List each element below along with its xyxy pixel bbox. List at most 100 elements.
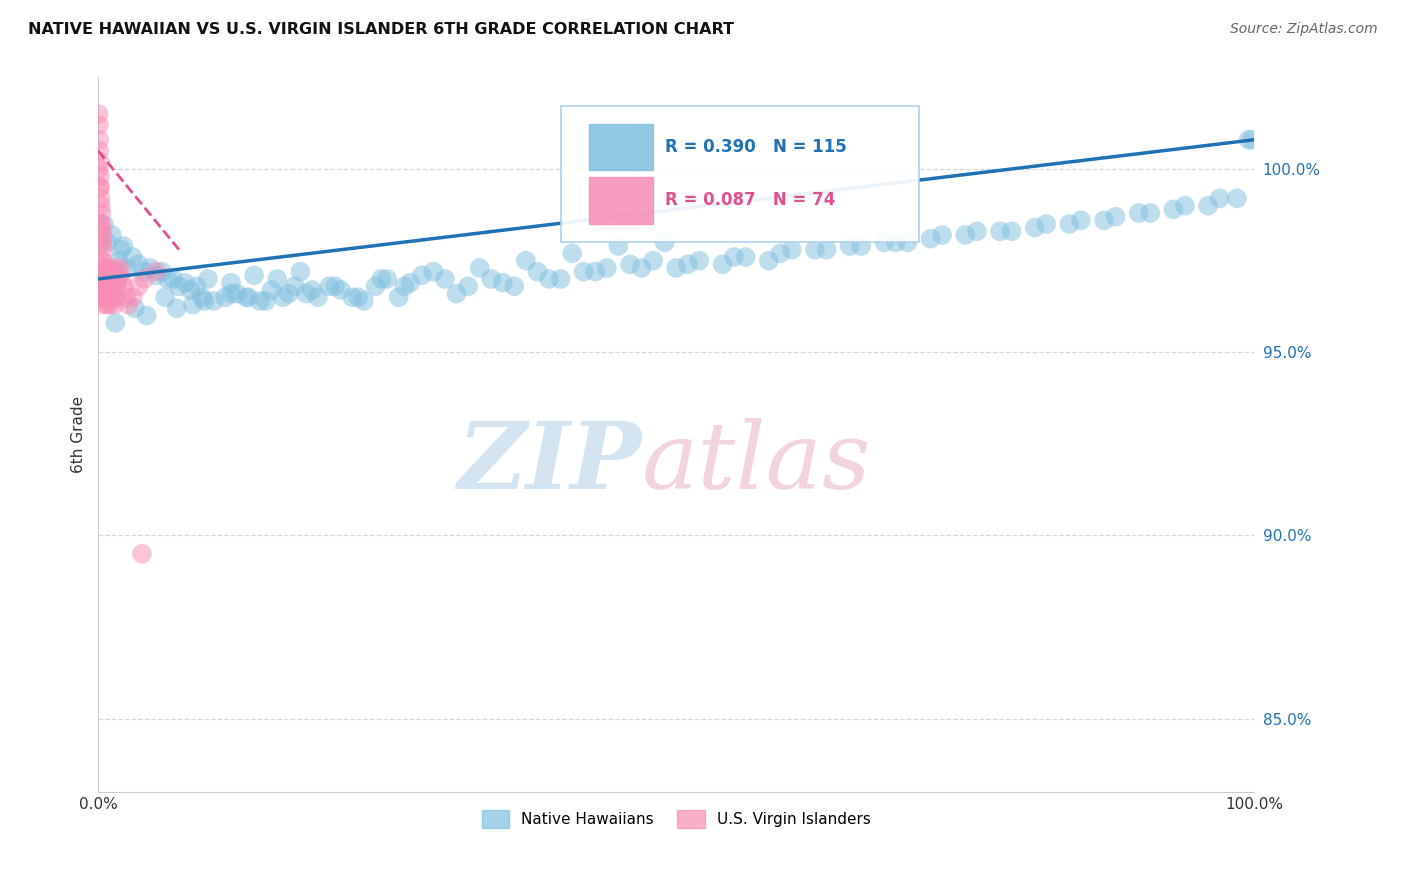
Point — [108, 265, 131, 279]
Point — [249, 293, 271, 308]
Point — [89, 180, 111, 194]
Point — [134, 265, 156, 279]
Point — [96, 290, 118, 304]
Point — [131, 547, 153, 561]
Point — [90, 217, 112, 231]
Text: NATIVE HAWAIIAN VS U.S. VIRGIN ISLANDER 6TH GRADE CORRELATION CHART: NATIVE HAWAIIAN VS U.S. VIRGIN ISLANDER … — [28, 22, 734, 37]
Point — [96, 235, 118, 250]
Point — [641, 253, 664, 268]
Point — [307, 290, 329, 304]
Point — [100, 265, 122, 279]
Point — [98, 279, 121, 293]
Point — [104, 316, 127, 330]
Point — [101, 227, 124, 242]
Point — [342, 290, 364, 304]
Point — [596, 260, 619, 275]
Point — [688, 253, 710, 268]
Point — [1035, 217, 1057, 231]
Point — [1000, 224, 1022, 238]
Point — [955, 227, 977, 242]
Point — [94, 279, 117, 293]
Point — [896, 235, 918, 250]
Point — [254, 293, 277, 308]
Point — [134, 272, 156, 286]
Point — [1070, 213, 1092, 227]
Point — [966, 224, 988, 238]
Point — [94, 265, 117, 279]
Point — [214, 290, 236, 304]
Point — [97, 272, 120, 286]
Point — [1241, 133, 1264, 147]
Point — [851, 239, 873, 253]
Point — [97, 279, 120, 293]
Point — [90, 235, 112, 250]
Point — [1174, 199, 1197, 213]
Bar — [589, 124, 652, 170]
Point — [219, 286, 242, 301]
Point — [91, 243, 114, 257]
Point — [780, 243, 803, 257]
Point — [711, 257, 734, 271]
Point — [284, 279, 307, 293]
Legend: Native Hawaiians, U.S. Virgin Islanders: Native Hawaiians, U.S. Virgin Islanders — [475, 804, 877, 834]
Point — [364, 279, 387, 293]
Point — [370, 272, 392, 286]
Point — [91, 260, 114, 275]
Point — [93, 272, 115, 286]
Point — [128, 257, 150, 271]
Point — [93, 290, 115, 304]
Point — [630, 260, 652, 275]
Point — [503, 279, 526, 293]
Point — [479, 272, 502, 286]
Point — [145, 268, 167, 283]
Point — [103, 298, 125, 312]
Point — [108, 253, 131, 268]
Point — [145, 265, 167, 279]
Point — [121, 250, 143, 264]
Point — [96, 290, 118, 304]
Point — [550, 272, 572, 286]
Point — [815, 243, 838, 257]
Point — [87, 107, 110, 121]
Point — [323, 279, 346, 293]
Point — [91, 235, 114, 250]
Point — [91, 290, 114, 304]
Point — [433, 272, 456, 286]
Point — [202, 293, 225, 308]
Point — [260, 283, 283, 297]
Point — [153, 290, 176, 304]
Point — [492, 276, 515, 290]
Point — [769, 246, 792, 260]
Point — [723, 250, 745, 264]
Point — [98, 298, 121, 312]
Point — [1208, 191, 1230, 205]
Point — [277, 286, 299, 301]
Point — [920, 232, 942, 246]
Point — [243, 268, 266, 283]
Point — [583, 265, 606, 279]
Point — [399, 276, 422, 290]
Point — [90, 191, 112, 205]
Point — [167, 279, 190, 293]
Point — [676, 257, 699, 271]
Point — [734, 250, 756, 264]
Point — [96, 298, 118, 312]
Point — [422, 265, 444, 279]
Point — [225, 286, 247, 301]
Point — [411, 268, 433, 283]
Point — [94, 290, 117, 304]
Point — [139, 260, 162, 275]
Point — [93, 265, 115, 279]
Point — [191, 290, 214, 304]
Point — [619, 257, 641, 271]
Point — [353, 293, 375, 308]
Point — [124, 301, 146, 316]
Bar — [589, 178, 652, 224]
Point — [235, 290, 257, 304]
Point — [446, 286, 468, 301]
Point — [457, 279, 479, 293]
Point — [347, 290, 370, 304]
Point — [90, 206, 112, 220]
Point — [1104, 210, 1126, 224]
Point — [931, 227, 953, 242]
